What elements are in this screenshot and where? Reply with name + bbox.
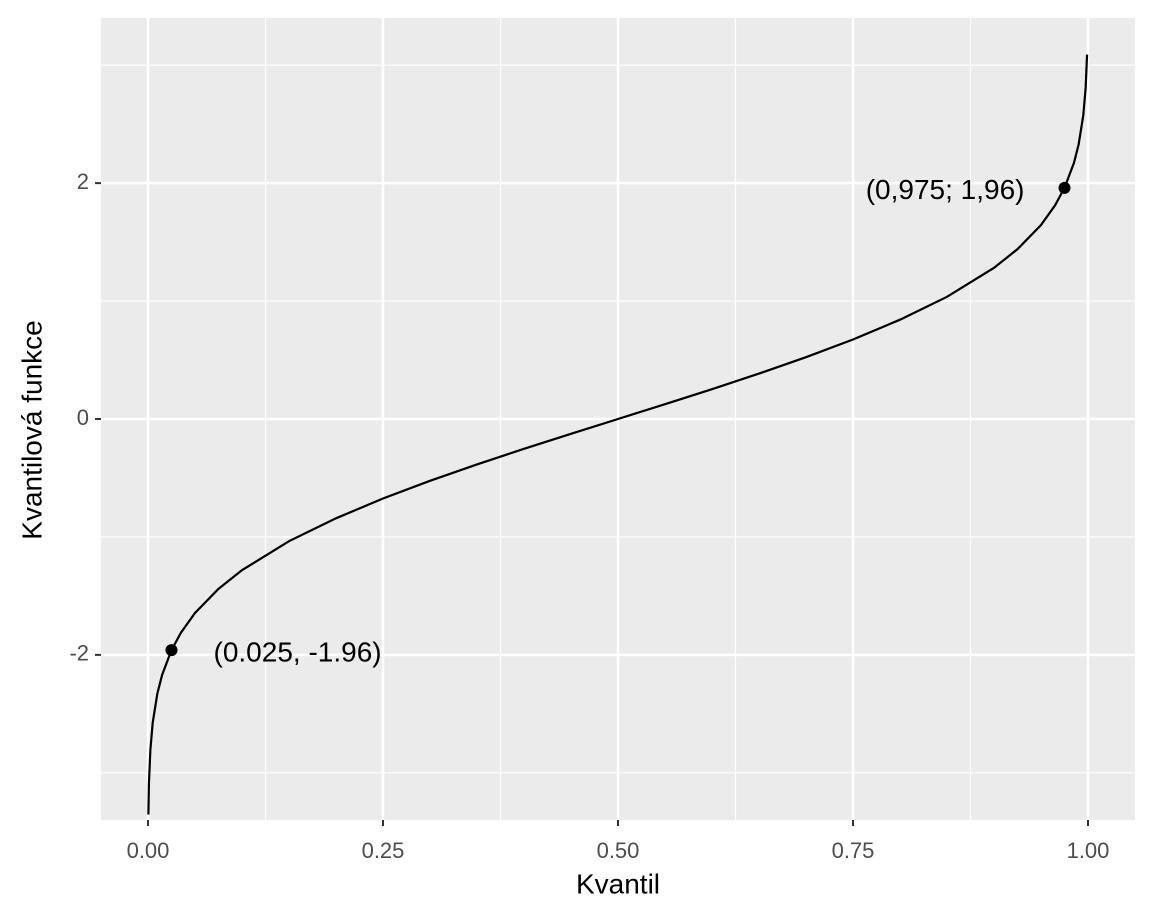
x-tick-label: 1.00 bbox=[1067, 838, 1110, 863]
y-tick-label: 2 bbox=[77, 169, 89, 194]
annotation: (0,975; 1,96) bbox=[866, 174, 1025, 205]
y-axis-title: Kvantilová funkce bbox=[16, 320, 47, 539]
point bbox=[165, 644, 178, 657]
x-axis-title: Kvantil bbox=[576, 868, 660, 899]
x-tick-label: 0.25 bbox=[362, 838, 405, 863]
annotation: (0.025, -1.96) bbox=[214, 637, 382, 668]
x-tick-label: 0.50 bbox=[597, 838, 640, 863]
y-tick-label: 0 bbox=[77, 405, 89, 430]
x-tick-label: 0.75 bbox=[832, 838, 875, 863]
y-tick-label: -2 bbox=[69, 641, 89, 666]
x-tick-label: 0.00 bbox=[127, 838, 170, 863]
point bbox=[1058, 181, 1071, 194]
